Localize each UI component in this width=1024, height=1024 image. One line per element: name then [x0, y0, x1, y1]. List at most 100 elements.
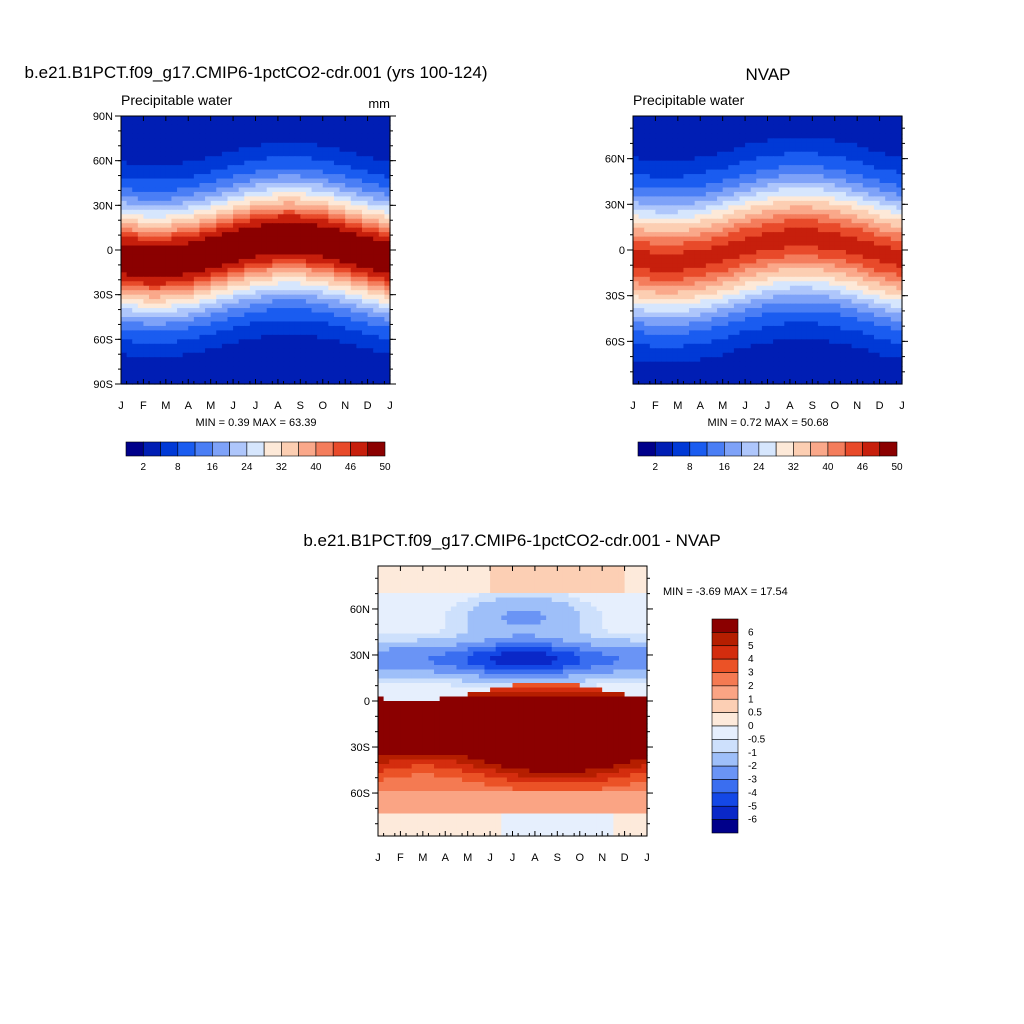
heatmap-cell — [649, 267, 657, 273]
heatmap-cell — [126, 330, 133, 336]
heatmap-cell — [255, 308, 262, 314]
heatmap-cell — [361, 379, 369, 385]
heatmap-cell — [165, 361, 173, 367]
heatmap-cell — [216, 272, 223, 278]
heatmap-cell — [728, 232, 735, 238]
heatmap-cell — [300, 200, 307, 206]
heatmap-cell — [149, 116, 156, 122]
heatmap-cell — [739, 120, 746, 126]
heatmap-cell — [672, 294, 679, 300]
heatmap-cell — [834, 147, 841, 153]
heatmap-cell — [333, 276, 341, 282]
heatmap-cell — [255, 147, 262, 153]
heatmap-cell — [795, 124, 802, 130]
heatmap-cell — [244, 174, 251, 180]
heatmap-cell — [177, 209, 184, 215]
heatmap-cell — [143, 285, 150, 291]
heatmap-cell — [182, 218, 189, 224]
heatmap-cell — [328, 174, 335, 180]
heatmap-cell — [227, 334, 234, 340]
heatmap-cell — [722, 218, 729, 224]
heatmap-cell — [210, 169, 217, 175]
heatmap-cell — [300, 343, 307, 349]
heatmap-cell — [784, 236, 791, 242]
heatmap-cell — [221, 124, 229, 130]
heatmap-cell — [367, 169, 374, 175]
heatmap-cell — [137, 370, 145, 376]
heatmap-cell — [272, 241, 279, 247]
heatmap-cell — [677, 191, 685, 197]
heatmap-cell — [896, 124, 903, 130]
heatmap-cell — [694, 165, 701, 171]
heatmap-cell — [165, 205, 173, 211]
heatmap-cell — [177, 294, 184, 300]
heatmap-cell — [795, 209, 802, 215]
heatmap-cell — [272, 308, 279, 314]
heatmap-cell — [205, 312, 212, 318]
heatmap-cell — [238, 124, 245, 130]
heatmap-cell — [812, 263, 819, 269]
heatmap-cell — [160, 129, 167, 135]
heatmap-cell — [261, 343, 268, 349]
heatmap-cell — [879, 191, 886, 197]
heatmap-cell — [193, 250, 201, 256]
heatmap-cell — [649, 151, 657, 157]
heatmap-cell — [121, 361, 128, 367]
heatmap-cell — [272, 133, 279, 139]
heatmap-cell — [227, 366, 234, 372]
heatmap-cell — [199, 250, 206, 256]
heatmap-cell — [633, 129, 640, 135]
heatmap-cell — [188, 361, 195, 367]
heatmap-cell — [384, 241, 391, 247]
heatmap-cell — [165, 138, 173, 144]
heatmap-cell — [367, 187, 374, 193]
heatmap-cell — [666, 263, 673, 269]
heatmap-cell — [277, 214, 285, 220]
heatmap-cell — [339, 348, 346, 354]
heatmap-cell — [132, 124, 139, 130]
heatmap-cell — [834, 254, 841, 260]
heatmap-cell — [238, 361, 245, 367]
heatmap-cell — [339, 254, 346, 260]
heatmap-cell — [216, 312, 223, 318]
heatmap-cell — [851, 165, 858, 171]
colorbar-box — [315, 441, 334, 457]
heatmap-cell — [879, 276, 886, 282]
heatmap-cell — [817, 214, 825, 220]
heatmap-cell — [199, 151, 206, 157]
heatmap-cell — [806, 196, 813, 202]
heatmap-cell — [705, 214, 713, 220]
heatmap-cell — [160, 223, 167, 229]
heatmap-cell — [638, 245, 645, 251]
heatmap-cell — [149, 218, 156, 224]
heatmap-cell — [812, 267, 819, 273]
heatmap-cell — [233, 156, 240, 162]
heatmap-cell — [154, 187, 161, 193]
heatmap-cell — [801, 187, 808, 193]
heatmap-cell — [761, 169, 769, 175]
heatmap-cell — [750, 236, 757, 242]
heatmap-cell — [789, 267, 797, 273]
heatmap-cell — [801, 267, 808, 273]
heatmap-cell — [283, 200, 290, 206]
heatmap-cell — [823, 196, 830, 202]
heatmap-cell — [143, 366, 150, 372]
heatmap-cell — [255, 160, 262, 166]
heatmap-cell — [378, 165, 385, 171]
heatmap-cell — [356, 129, 363, 135]
heatmap-cell — [317, 290, 324, 296]
heatmap-cell — [356, 196, 363, 202]
heatmap-cell — [350, 321, 357, 327]
heatmap-cell — [367, 236, 374, 242]
heatmap-cell — [216, 169, 223, 175]
heatmap-cell — [165, 227, 173, 233]
heatmap-cell — [373, 299, 380, 305]
heatmap-cell — [238, 357, 245, 363]
heatmap-cell — [249, 317, 257, 323]
heatmap-cell — [885, 258, 892, 264]
heatmap-cell — [255, 285, 262, 291]
heatmap-cell — [801, 241, 808, 247]
heatmap-cell — [350, 339, 357, 345]
heatmap-cell — [817, 218, 825, 224]
heatmap-cell — [233, 290, 240, 296]
